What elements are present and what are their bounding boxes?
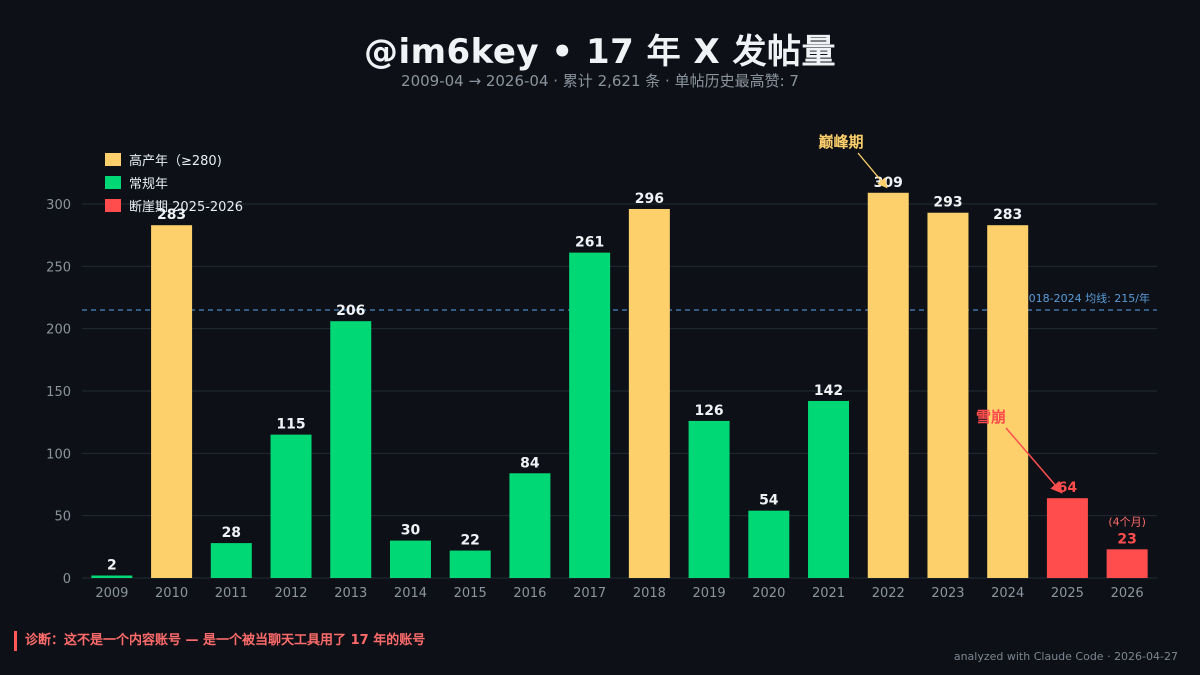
y-tick-label-300: 300 <box>46 198 71 213</box>
annotation-peak-arrow <box>857 152 888 189</box>
bar-2013 <box>330 321 372 578</box>
value-label-2024: 283 <box>993 207 1022 223</box>
footer-credit: analyzed with Claude Code · 2026-04-27 <box>953 650 1178 663</box>
bar-2025 <box>1046 498 1088 578</box>
x-tick-label-2016: 2016 <box>513 586 546 601</box>
x-tick-label-2009: 2009 <box>95 586 128 601</box>
value-label-2020: 54 <box>759 493 779 509</box>
value-label-2009: 2 <box>107 558 117 574</box>
value-label-2019: 126 <box>694 403 723 419</box>
bar-2012 <box>270 434 312 578</box>
bar-2014 <box>389 540 431 578</box>
bar-2026 <box>1106 549 1148 578</box>
value-label-2018: 296 <box>635 191 664 207</box>
bar-2022 <box>867 192 909 578</box>
value-label-2016: 84 <box>520 455 540 471</box>
value-label-2015: 22 <box>460 533 479 549</box>
chart-title: @im6key • 17 年 X 发帖量 <box>363 32 837 72</box>
legend-item-cliff: 断崖期 2025-2026 <box>105 194 243 217</box>
bar-2016 <box>509 473 551 578</box>
y-tick-label-100: 100 <box>46 447 71 462</box>
x-tick-label-2023: 2023 <box>931 586 964 601</box>
legend-item-high: 高产年（≥280) <box>105 148 243 171</box>
bar-2009 <box>91 575 133 578</box>
value-label-2010: 283 <box>157 207 186 223</box>
x-tick-label-2013: 2013 <box>334 586 367 601</box>
y-tick-label-50: 50 <box>54 510 71 525</box>
value-label-2014: 30 <box>401 523 421 539</box>
x-tick-label-2011: 2011 <box>215 586 248 601</box>
average-reference-label: 2018-2024 均线: 215/年 <box>1022 291 1150 305</box>
y-tick-label-250: 250 <box>46 260 71 275</box>
diagnosis-note: 诊断：这不是一个内容账号 — 是一个被当聊天工具用了 17 年的账号 <box>14 631 425 651</box>
legend-swatch-cliff <box>105 199 121 212</box>
value-label-2017: 261 <box>575 235 604 251</box>
y-tick-label-200: 200 <box>46 323 71 338</box>
value-label-2021: 142 <box>814 383 843 399</box>
legend-label-normal: 常规年 <box>129 177 169 192</box>
chart-subtitle: 2009-04 → 2026-04 · 累计 2,621 条 · 单帖历史最高赞… <box>401 72 799 90</box>
x-tick-label-2015: 2015 <box>454 586 487 601</box>
x-tick-label-2018: 2018 <box>633 586 666 601</box>
legend-swatch-normal <box>105 176 121 189</box>
annotation-peak-text: 巅峰期 <box>818 133 863 151</box>
annotation-collapse-arrow <box>1005 427 1063 494</box>
legend-label-cliff: 断崖期 2025-2026 <box>129 200 243 215</box>
bar-2024 <box>987 225 1029 578</box>
bar-2018 <box>628 208 670 578</box>
x-tick-label-2024: 2024 <box>991 586 1024 601</box>
annotation-collapse-text: 雪崩 <box>976 408 1006 426</box>
y-tick-label-150: 150 <box>46 385 71 400</box>
legend-swatch-high <box>105 153 121 166</box>
x-tick-label-2026: 2026 <box>1111 586 1144 601</box>
bar-2020 <box>748 510 790 578</box>
value-label-2011: 28 <box>222 525 241 541</box>
x-tick-label-2019: 2019 <box>693 586 726 601</box>
x-tick-label-2025: 2025 <box>1051 586 1084 601</box>
bar-2011 <box>210 543 252 578</box>
bar-2017 <box>569 252 611 578</box>
value-label-2013: 206 <box>336 303 365 319</box>
legend-item-normal: 常规年 <box>105 171 243 194</box>
legend-label-high: 高产年（≥280) <box>129 154 222 169</box>
x-tick-label-2020: 2020 <box>752 586 785 601</box>
x-tick-label-2010: 2010 <box>155 586 188 601</box>
bar-2021 <box>808 400 850 578</box>
value-label-2023: 293 <box>933 195 962 211</box>
bar-2023 <box>927 212 969 578</box>
x-tick-label-2012: 2012 <box>274 586 307 601</box>
value-label-2012: 115 <box>276 417 305 433</box>
bar-2015 <box>449 550 491 578</box>
annotation-partial-text: (4个月) <box>1108 515 1146 528</box>
x-tick-label-2014: 2014 <box>394 586 427 601</box>
x-tick-label-2022: 2022 <box>872 586 905 601</box>
x-tick-label-2017: 2017 <box>573 586 606 601</box>
y-tick-label-0: 0 <box>63 572 71 587</box>
value-label-2026: 23 <box>1117 531 1136 547</box>
value-label-2025: 64 <box>1058 480 1078 496</box>
x-tick-label-2021: 2021 <box>812 586 845 601</box>
legend: 高产年（≥280) 常规年 断崖期 2025-2026 <box>105 148 243 217</box>
bar-2019 <box>688 420 730 578</box>
bar-2010 <box>151 225 193 578</box>
